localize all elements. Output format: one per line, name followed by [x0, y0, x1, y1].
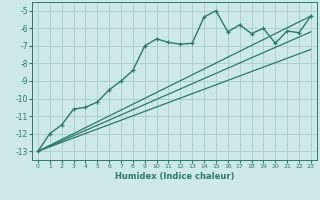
X-axis label: Humidex (Indice chaleur): Humidex (Indice chaleur) — [115, 172, 234, 181]
